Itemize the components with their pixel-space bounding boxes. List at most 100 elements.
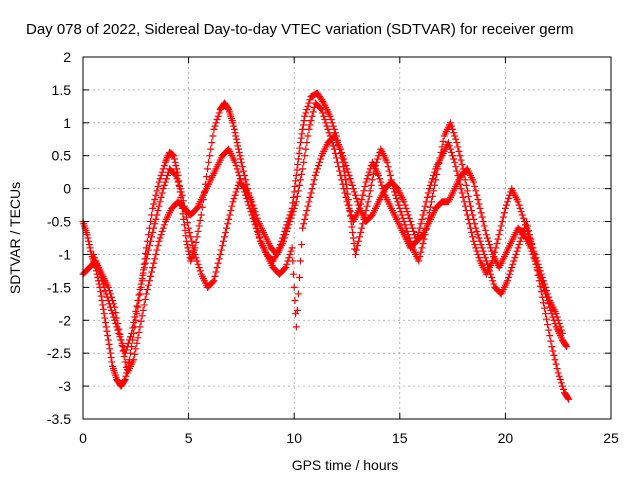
data-point — [99, 280, 107, 288]
data-point — [133, 302, 141, 310]
data-point — [481, 254, 489, 262]
data-point — [364, 171, 372, 179]
data-point — [444, 139, 452, 147]
data-point — [161, 158, 169, 166]
data-point — [552, 360, 560, 368]
data-point — [452, 163, 460, 171]
data-point — [184, 219, 192, 227]
data-point — [417, 220, 425, 228]
data-point — [90, 250, 98, 258]
data-point — [341, 189, 349, 197]
data-point — [302, 211, 310, 219]
data-point — [283, 260, 291, 268]
data-point — [349, 234, 357, 242]
data-point — [547, 337, 555, 345]
data-point — [193, 257, 201, 265]
data-point — [474, 231, 482, 239]
data-point — [293, 192, 301, 200]
data-point — [97, 288, 105, 296]
data-point — [328, 139, 336, 147]
data-point — [558, 382, 566, 390]
data-point — [191, 250, 199, 258]
data-point — [356, 204, 364, 212]
data-point — [135, 291, 143, 299]
data-point — [386, 171, 394, 179]
data-point — [517, 208, 525, 216]
data-point — [156, 234, 164, 242]
data-point — [294, 290, 302, 298]
data-point — [237, 155, 245, 163]
data-point — [427, 178, 435, 186]
data-point — [533, 257, 541, 265]
data-point — [473, 247, 481, 255]
data-point — [497, 222, 505, 230]
data-point — [548, 343, 556, 351]
data-point — [529, 244, 537, 252]
data-point — [306, 121, 314, 129]
data-point — [462, 207, 470, 215]
data-point — [122, 346, 130, 354]
data-point — [537, 288, 545, 296]
data-point — [288, 211, 296, 219]
data-point — [224, 220, 232, 228]
data-point — [539, 299, 547, 307]
data-point — [460, 198, 468, 206]
y-tick-label: 0.5 — [52, 148, 72, 164]
data-point — [120, 352, 128, 360]
data-point — [304, 132, 312, 140]
data-point — [405, 214, 413, 222]
data-point — [446, 145, 454, 153]
data-point — [358, 196, 366, 204]
data-point — [147, 272, 155, 280]
data-point — [128, 329, 136, 337]
data-point — [306, 193, 314, 201]
data-point — [284, 224, 292, 232]
data-point — [454, 143, 462, 151]
data-point — [402, 204, 410, 212]
data-point — [188, 237, 196, 245]
data-point — [104, 297, 112, 305]
data-point — [232, 132, 240, 140]
data-point — [339, 180, 347, 188]
chart-title: Day 078 of 2022, Sidereal Day-to-day VTE… — [26, 21, 573, 38]
data-point — [486, 241, 494, 249]
data-point — [479, 218, 487, 226]
data-point — [354, 242, 362, 250]
data-point — [321, 116, 329, 124]
data-point — [212, 119, 220, 127]
data-point — [342, 162, 350, 170]
data-point — [189, 242, 197, 250]
data-point — [344, 201, 352, 209]
data-point — [285, 254, 293, 262]
data-point — [347, 178, 355, 186]
data-point — [148, 268, 156, 276]
data-point — [406, 218, 414, 226]
data-point — [395, 201, 403, 209]
data-point — [137, 280, 145, 288]
data-point — [235, 148, 243, 156]
data-point — [229, 198, 237, 206]
data-point — [230, 125, 238, 133]
data-point — [308, 185, 316, 193]
data-point — [221, 233, 229, 241]
data-point — [379, 185, 387, 193]
data-point — [514, 244, 522, 252]
data-point — [295, 150, 303, 158]
data-point — [450, 155, 458, 163]
data-point — [215, 255, 223, 263]
data-point — [380, 188, 388, 196]
data-point — [490, 280, 498, 288]
data-point — [456, 180, 464, 188]
data-point — [102, 318, 110, 326]
data-point — [94, 264, 102, 272]
y-tick-label: 1.5 — [52, 82, 72, 98]
data-point — [106, 349, 114, 357]
data-point — [295, 181, 303, 189]
data-point — [84, 234, 92, 242]
data-point — [478, 244, 486, 252]
data-point — [217, 246, 225, 254]
data-point — [527, 237, 535, 245]
data-point — [338, 176, 346, 184]
data-point — [546, 332, 554, 340]
data-point — [290, 204, 298, 212]
